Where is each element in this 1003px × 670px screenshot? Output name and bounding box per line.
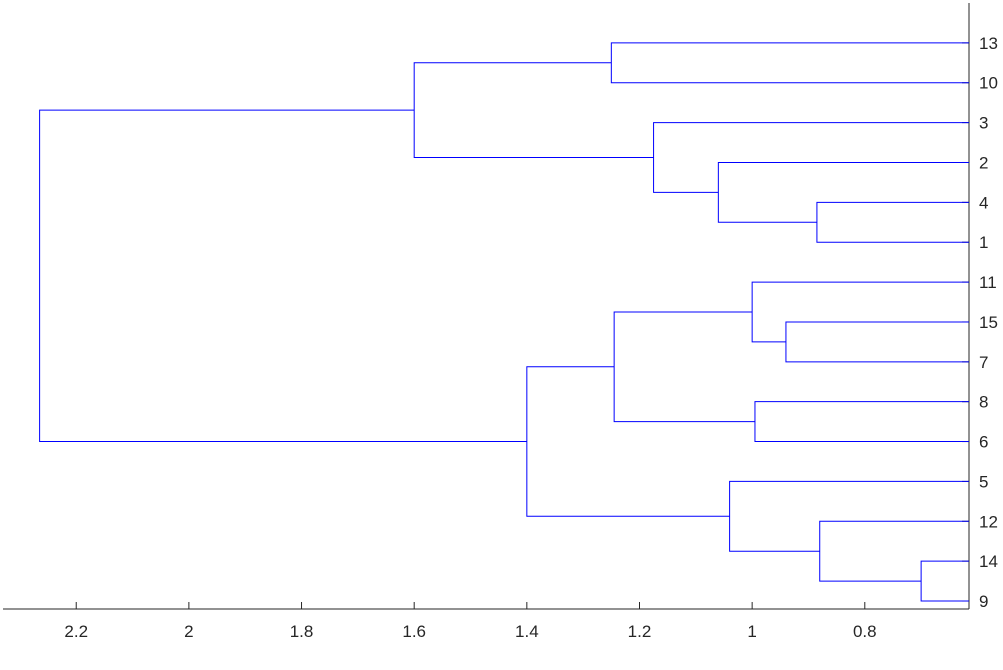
dendrogram-links (39, 42, 969, 602)
dendrogram-link (526, 366, 730, 517)
leaf-label: 7 (979, 353, 988, 372)
dendrogram-link (816, 201, 969, 243)
x-tick-label: 0.8 (853, 622, 877, 641)
x-tick-label: 1 (747, 622, 756, 641)
dendrogram-link (613, 311, 755, 423)
x-tick-label: 1.6 (402, 622, 426, 641)
leaf-label: 1 (979, 233, 988, 252)
leaf-label: 8 (979, 393, 988, 412)
leaf-label: 13 (979, 34, 998, 53)
leaf-label: 11 (979, 273, 997, 292)
leaf-label: 10 (979, 74, 998, 93)
dendrogram-link (785, 321, 969, 363)
x-tick-label: 1.8 (290, 622, 314, 641)
dendrogram-link (751, 281, 969, 343)
leaf-label: 12 (979, 512, 998, 531)
x-tick-label: 2 (184, 622, 193, 641)
x-tick-label: 2.2 (64, 622, 88, 641)
leaf-label: 14 (979, 552, 998, 571)
dendrogram-link (754, 401, 969, 443)
leaf-label: 2 (979, 153, 988, 172)
x-tick-label: 1.4 (515, 622, 539, 641)
x-axis-ticks: 2.2 2 1.8 1.6 1.4 1.2 1 0.8 (64, 602, 877, 641)
leaf-label: 9 (979, 592, 988, 611)
dendrogram-link (413, 62, 654, 158)
dendrogram-link (653, 122, 969, 193)
dendrogram-link (610, 42, 969, 84)
leaf-label: 6 (979, 433, 988, 452)
leaf-label: 15 (979, 313, 998, 332)
dendrogram-link (920, 560, 969, 602)
dendrogram-link (717, 161, 969, 223)
dendrogram-link (729, 480, 969, 552)
leaf-label: 5 (979, 472, 988, 491)
dendrogram-link (39, 109, 527, 443)
leaf-label: 3 (979, 114, 988, 133)
dendrogram-link (819, 520, 969, 582)
x-tick-label: 1.2 (628, 622, 652, 641)
leaf-label: 4 (979, 193, 988, 212)
